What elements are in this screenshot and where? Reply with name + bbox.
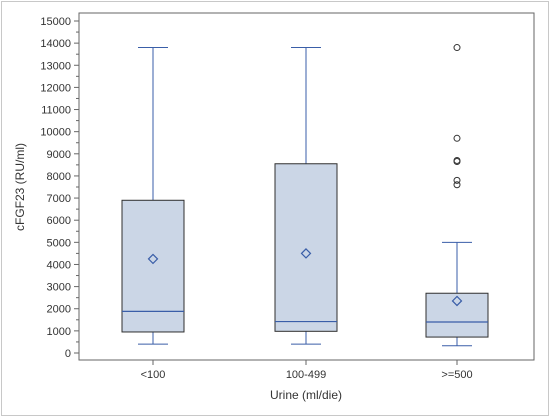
- mean-marker: [300, 248, 312, 259]
- x-tick-label: <100: [141, 369, 166, 381]
- y-tick-label: 12000: [40, 82, 71, 94]
- y-tick-label: 11000: [41, 105, 71, 117]
- x-tick-label: >=500: [441, 369, 472, 381]
- y-tick-label: 5000: [47, 237, 71, 249]
- x-tick-label: 100-499: [286, 369, 326, 381]
- box-iqr: [425, 292, 489, 338]
- outlier-point: [453, 181, 461, 189]
- y-tick-label: 6000: [47, 215, 71, 227]
- y-tick-label: 7000: [47, 193, 71, 205]
- y-tick-label: 0: [65, 348, 71, 360]
- outlier-point: [453, 156, 461, 164]
- mean-marker: [147, 253, 159, 265]
- y-tick-label: 1000: [47, 326, 71, 338]
- y-tick-label: 14000: [40, 38, 71, 50]
- box-3: [425, 44, 489, 347]
- box-group: [121, 44, 489, 347]
- y-axis: 0 1000 2000 3000 4000 5000 6000 7000 8000 9000 100…: [40, 16, 79, 360]
- y-axis-title: cFGF23 (RU/ml): [13, 143, 27, 231]
- y-tick-label: 10000: [40, 127, 71, 139]
- box-1: [121, 47, 185, 345]
- y-tick-label: 9000: [47, 149, 71, 161]
- y-tick-label: 4000: [47, 259, 71, 271]
- y-tick-label: 13000: [40, 60, 71, 72]
- outlier-point: [453, 134, 461, 142]
- mean-marker: [451, 295, 463, 307]
- y-tick-label: 15000: [40, 16, 71, 28]
- outlier-point: [453, 44, 461, 52]
- box-iqr: [121, 199, 185, 333]
- y-tick-label: 3000: [47, 282, 71, 294]
- box-2: [274, 47, 338, 345]
- y-tick-label: 2000: [47, 304, 71, 316]
- x-axis: <100 100-499 >=500: [141, 360, 473, 381]
- box-iqr: [274, 163, 338, 332]
- outlier-point: [453, 176, 461, 184]
- y-tick-label: 8000: [47, 171, 71, 183]
- x-axis-title: Urine (ml/die): [270, 388, 342, 402]
